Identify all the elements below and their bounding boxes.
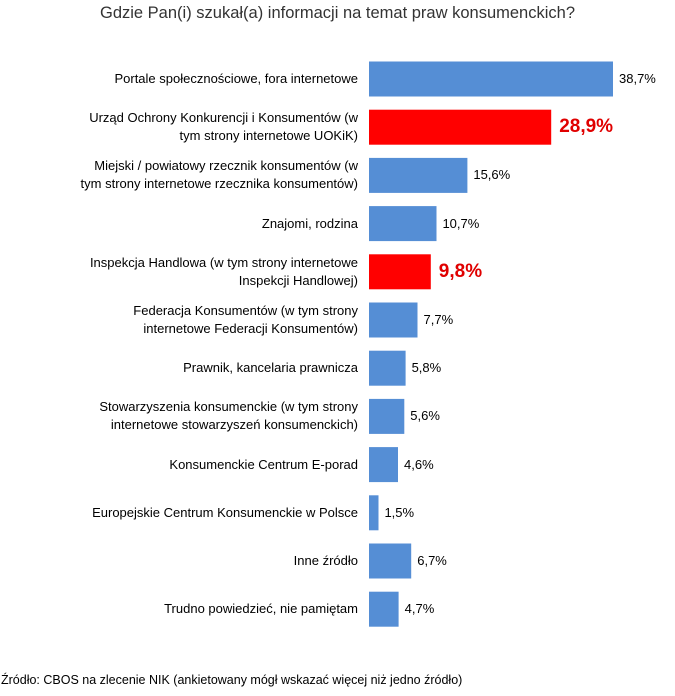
bar-3 <box>369 157 468 193</box>
category-label-line: Trudno powiedzieć, nie pamiętam <box>164 601 358 617</box>
bar-12 <box>369 591 399 627</box>
category-label-line: Urząd Ochrony Konkurencji i Konsumentów … <box>89 110 358 126</box>
category-label: Miejski / powiatowy rzecznik konsumentów… <box>10 157 358 193</box>
category-label-line: tym strony internetowe UOKiK) <box>179 128 358 144</box>
value-label: 38,7% <box>619 71 656 86</box>
value-label: 5,6% <box>410 408 440 424</box>
category-label: Portale społecznościowe, fora internetow… <box>10 70 358 88</box>
value-label: 4,7% <box>404 601 435 617</box>
source-note: Źródło: CBOS na zlecenie NIK (ankietowan… <box>1 673 463 687</box>
category-label-line: internetowe stowarzyszeń konsumenckich) <box>110 417 358 433</box>
category-label-line: Inne źródło <box>293 553 358 568</box>
category-label: Inne źródło <box>10 552 358 570</box>
value-label: 28,9% <box>559 116 614 138</box>
category-label-line: Portale społecznościowe, fora internetow… <box>114 71 358 86</box>
bar-8 <box>369 398 405 434</box>
category-label-line: tym strony internetowe rzecznika konsume… <box>80 176 358 192</box>
category-label: Trudno powiedzieć, nie pamiętam <box>10 600 358 618</box>
bar-10 <box>369 495 379 531</box>
category-label-line: Miejski / powiatowy rzecznik konsumentów… <box>94 158 358 174</box>
value-label: 5,8% <box>411 360 442 376</box>
bar-1 <box>369 61 613 97</box>
category-label-line: Federacja Konsumentów (w tym strony <box>133 303 358 318</box>
bar-4 <box>369 206 437 242</box>
bar-11 <box>369 543 412 579</box>
bar-7 <box>369 350 406 386</box>
value-label: 15,6% <box>473 167 511 183</box>
bar-5 <box>369 254 431 290</box>
category-label-line: Europejskie Centrum Konsumenckie w Polsc… <box>92 504 358 520</box>
category-label-line: Stowarzyszenia konsumenckie (w tym stron… <box>99 399 358 415</box>
category-label: Konsumenckie Centrum E-porad <box>10 456 358 474</box>
value-label: 10,7% <box>442 215 480 231</box>
value-label: 1,5% <box>384 504 415 520</box>
category-label: Znajomi, rodzina <box>10 215 358 233</box>
bar-9 <box>369 447 398 483</box>
bar-6 <box>369 302 418 338</box>
value-label: 7,7% <box>423 312 454 327</box>
value-label: 6,7% <box>417 553 447 568</box>
category-label-line: Prawnik, kancelaria prawnicza <box>183 360 358 376</box>
value-label: 9,8% <box>438 260 483 282</box>
chart-title: Gdzie Pan(i) szukał(a) informacji na tem… <box>99 4 576 22</box>
category-label: Inspekcja Handlowa (w tym strony interne… <box>10 254 358 290</box>
category-label-line: internetowe Federacji Konsumentów) <box>143 321 358 336</box>
category-label-line: Znajomi, rodzina <box>261 215 358 231</box>
category-label: Federacja Konsumentów (w tym strony inter… <box>10 302 358 338</box>
category-label: Prawnik, kancelaria prawnicza <box>10 359 358 377</box>
category-label-line: Inspekcja Handlowa (w tym strony interne… <box>89 254 358 270</box>
category-label: Stowarzyszenia konsumenckie (w tym stron… <box>10 398 358 434</box>
category-label-line: Konsumenckie Centrum E-porad <box>169 456 358 472</box>
category-label-line: Inspekcji Handlowej) <box>238 272 358 288</box>
value-label: 4,6% <box>404 456 434 472</box>
bar-2 <box>369 109 552 145</box>
category-label: Europejskie Centrum Konsumenckie w Polsc… <box>10 504 358 522</box>
category-label: Urząd Ochrony Konkurencji i Konsumentów … <box>10 109 358 145</box>
